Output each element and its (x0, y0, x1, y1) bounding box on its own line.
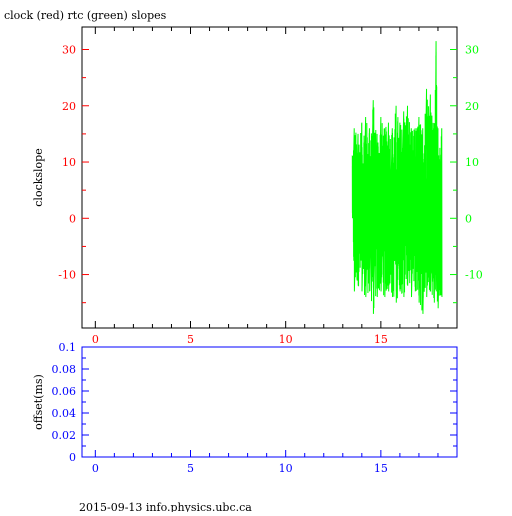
top-panel: 0 5 10 15 -10 0 10 20 30 -10 0 10 20 30 clockslope (32, 26, 483, 346)
bottom-panel: 0 5 10 15 0 0.02 0.04 0.06 0.08 0.1 offset(ms) (32, 341, 458, 475)
top-y-tick-label-left: 10 (62, 156, 76, 169)
top-y-tick-label-left: 0 (69, 212, 76, 225)
top-x-tick-label: 10 (279, 333, 293, 346)
top-x-tick-label: 5 (187, 333, 194, 346)
top-x-ticks: 0 5 10 15 (92, 27, 458, 346)
top-y-ticks-right: -10 0 10 20 30 (450, 44, 483, 304)
top-y-tick-label-right: 20 (465, 100, 479, 113)
top-y-tick-label-right: 0 (465, 212, 472, 225)
bottom-y-axis-label: offset(ms) (32, 374, 45, 430)
bottom-x-ticks: 0 5 10 15 (92, 450, 458, 475)
chart-title: clock (red) rtc (green) slopes (4, 9, 167, 22)
bottom-y-tick-label: 0.04 (52, 407, 77, 420)
series-line-0 (351, 41, 443, 314)
top-y-tick-label-left: -10 (58, 269, 76, 282)
bottom-x-tick-label: 15 (374, 462, 388, 475)
top-y-tick-label-left: 30 (62, 44, 76, 57)
footer-text: 2015-09-13 info.physics.ubc.ca (79, 501, 252, 512)
bottom-x-tick-label: 5 (187, 462, 194, 475)
bottom-y-ticks: 0 0.02 0.04 0.06 0.08 0.1 (52, 341, 457, 464)
top-y-tick-label-right: 10 (465, 156, 479, 169)
top-series (351, 41, 443, 314)
top-y-tick-label-left: 20 (62, 100, 76, 113)
bottom-plot-frame (81, 346, 458, 458)
bottom-y-tick-label: 0 (69, 451, 76, 464)
top-plot-frame (81, 26, 458, 329)
top-y-axis-label: clockslope (32, 148, 45, 206)
bottom-y-tick-label: 0.02 (52, 429, 77, 442)
top-x-tick-label: 15 (374, 333, 388, 346)
bottom-x-tick-label: 0 (92, 462, 99, 475)
top-y-tick-label-right: 30 (465, 44, 479, 57)
bottom-y-tick-label: 0.08 (52, 363, 77, 376)
top-y-ticks-left: -10 0 10 20 30 (58, 44, 89, 304)
top-x-tick-label: 0 (92, 333, 99, 346)
bottom-y-tick-label: 0.06 (52, 385, 77, 398)
bottom-x-tick-label: 10 (279, 462, 293, 475)
top-y-tick-label-right: -10 (465, 269, 483, 282)
bottom-y-tick-label: 0.1 (59, 341, 77, 354)
